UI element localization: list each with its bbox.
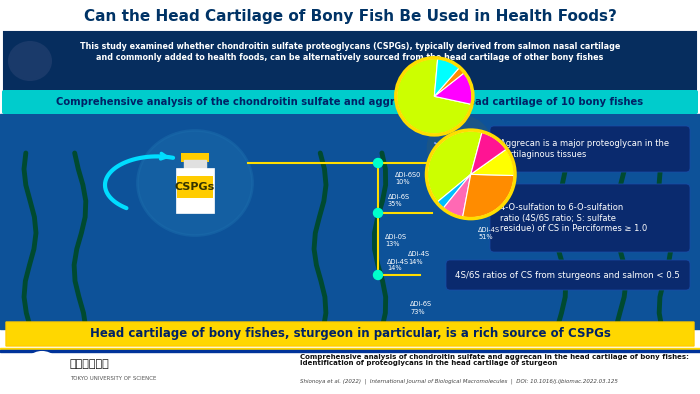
FancyBboxPatch shape [490, 126, 690, 172]
Wedge shape [470, 132, 506, 175]
Text: Shionoya et al. (2022)  |  International Journal of Biological Macromolecules  |: Shionoya et al. (2022) | International J… [300, 378, 618, 384]
Bar [176, 168, 214, 213]
Text: TOKYO UNIVERSITY OF SCIENCE: TOKYO UNIVERSITY OF SCIENCE [70, 375, 156, 381]
Text: Can the Head Cartilage of Bony Fish Be Used in Health Foods?: Can the Head Cartilage of Bony Fish Be U… [83, 9, 617, 24]
Bar [0, 350, 700, 352]
Ellipse shape [137, 130, 253, 236]
Bar [184, 160, 206, 168]
Text: Head cartilage of bony fishes, sturgeon in particular, is a rich source of CSPGs: Head cartilage of bony fishes, sturgeon … [90, 327, 610, 340]
Circle shape [374, 158, 382, 167]
Bar [181, 153, 209, 162]
Text: ΔDi-6S
73%: ΔDi-6S 73% [410, 301, 432, 314]
Text: 4S/6S ratios of CS from sturgeons and salmon < 0.5: 4S/6S ratios of CS from sturgeons and sa… [455, 271, 680, 279]
Text: This study examined whether chondroitin sulfate proteoglycans (CSPGs), typically: This study examined whether chondroitin … [80, 42, 620, 62]
Text: ΔDi-4S
51%: ΔDi-4S 51% [478, 227, 500, 240]
Bar [0, 0, 700, 32]
Text: ΔDi-0S
13%: ΔDi-0S 13% [385, 234, 407, 247]
FancyBboxPatch shape [490, 184, 690, 252]
Text: ΔDi-6S0
10%: ΔDi-6S0 10% [395, 171, 421, 184]
Circle shape [374, 271, 382, 279]
Text: Comprehensive analysis of the chondroitin sulfate and aggrecan in the head carti: Comprehensive analysis of the chondroiti… [57, 97, 643, 107]
Wedge shape [470, 149, 514, 175]
Bar [0, 348, 700, 394]
Bar [177, 176, 213, 198]
Text: ΔDi-6S
35%: ΔDi-6S 35% [388, 193, 410, 206]
Wedge shape [443, 175, 470, 217]
Wedge shape [438, 175, 470, 208]
Text: Aggrecan is a major proteoglycan in the
cartilaginous tissues: Aggrecan is a major proteoglycan in the … [500, 139, 669, 159]
Text: CSPGs: CSPGs [175, 182, 215, 192]
Circle shape [24, 352, 60, 388]
Circle shape [428, 116, 492, 180]
Text: 東京理科大学: 東京理科大学 [70, 359, 110, 369]
Wedge shape [463, 175, 514, 218]
Wedge shape [428, 131, 482, 202]
Wedge shape [434, 68, 464, 96]
Ellipse shape [9, 42, 51, 80]
Text: 4-O-sulfation to 6-O-sulfation
ratio (4S/6S ratio; S: sulfate
residue) of CS in : 4-O-sulfation to 6-O-sulfation ratio (4S… [500, 203, 648, 233]
FancyBboxPatch shape [6, 322, 694, 346]
Wedge shape [434, 59, 459, 96]
Text: ΔDi-4S
14%: ΔDi-4S 14% [387, 258, 409, 271]
Wedge shape [434, 73, 472, 104]
Circle shape [374, 208, 382, 217]
FancyBboxPatch shape [2, 90, 698, 114]
Bar [0, 348, 700, 350]
Circle shape [30, 358, 54, 382]
Text: ΔDi-4S
14%: ΔDi-4S 14% [408, 251, 430, 264]
Wedge shape [397, 59, 471, 134]
Text: ΔDi-6S
4%: ΔDi-6S 4% [480, 156, 502, 169]
Bar [0, 114, 700, 329]
Bar [4, 32, 696, 90]
FancyBboxPatch shape [446, 260, 690, 290]
Circle shape [38, 366, 46, 374]
Text: Comprehensive analysis of chondroitin sulfate and aggrecan in the head cartilage: Comprehensive analysis of chondroitin su… [300, 353, 689, 366]
